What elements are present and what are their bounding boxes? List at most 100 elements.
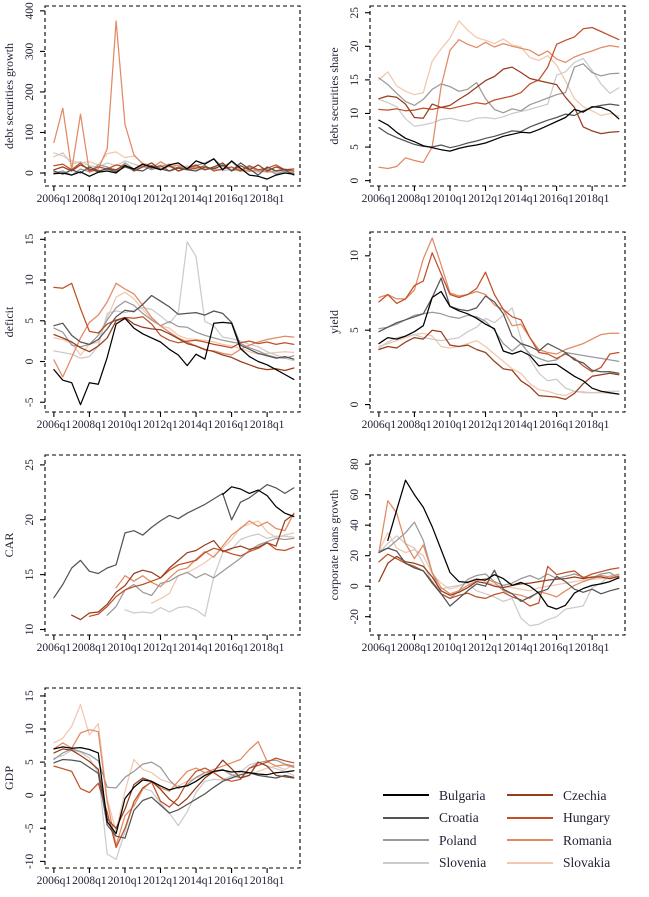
x-tick-label: 2006q1 (37, 875, 72, 887)
legend-line-swatch (507, 794, 553, 797)
x-tick-label: 2010q1 (108, 642, 143, 654)
series-line-czechia (71, 513, 295, 621)
y-tick-label: 300 (24, 43, 36, 61)
legend-item-hungary: Hungary (507, 811, 631, 825)
chart-svg-gdp: 2006q1 2008q1 2010q1 2012q1 2014q1 2016q1 2018… (2, 687, 301, 887)
x-tick-label: 2018q1 (575, 642, 610, 654)
plot-border (44, 5, 301, 187)
x-tick-label: 2018q1 (250, 419, 285, 431)
y-tick-label: 10 (349, 107, 361, 119)
series-line-slovenia (378, 57, 620, 127)
series-line-poland (378, 311, 620, 363)
chart-svg-debt-securities-growth: 2006q1 2008q1 2010q1 2012q1 2014q1 2016q1 2018… (2, 2, 301, 205)
legend-line-swatch (383, 794, 429, 797)
y-tick-label: 25 (24, 459, 36, 471)
y-tick-label: 40 (349, 519, 361, 531)
legend-label: Czechia (563, 787, 607, 803)
x-tick-label: 2012q1 (143, 642, 178, 654)
series-line-bulgaria (53, 746, 295, 835)
series-line-czechia (378, 66, 620, 135)
series-line-czechia (53, 748, 295, 829)
legend-item-poland: Poland (383, 833, 507, 848)
x-tick-label: 2016q1 (214, 875, 249, 887)
x-tick-label: 2012q1 (468, 193, 503, 205)
legend-grid: Bulgaria Croatia Poland Slovenia Czechia… (383, 784, 631, 874)
y-axis-label: CAR (2, 533, 16, 558)
legend-line-swatch (383, 816, 429, 819)
x-tick-label: 2014q1 (504, 419, 539, 431)
legend-line-swatch (383, 839, 429, 842)
series-line-slovenia (378, 535, 620, 627)
series-line-croatia (378, 103, 620, 149)
x-tick-label: 2006q1 (362, 193, 397, 205)
y-tick-label: 20 (24, 514, 36, 526)
series-line-slovenia (124, 533, 295, 617)
y-tick-label: 20 (349, 550, 361, 562)
legend-label: Bulgaria (439, 787, 486, 803)
legend-label: Romania (563, 832, 612, 848)
series-line-bulgaria (53, 158, 295, 180)
series-line-hungary (378, 26, 620, 112)
y-tick-label: 5 (24, 318, 36, 324)
x-tick-label: 2010q1 (433, 642, 468, 654)
x-tick-label: 2016q1 (539, 193, 574, 205)
series-line-slovakia (53, 291, 295, 356)
y-tick-label: 100 (24, 124, 36, 142)
y-tick-label: 15 (349, 74, 361, 86)
panel-debt-securities-growth: 2006q1 2008q1 2010q1 2012q1 2014q1 2016q1 2018… (0, 0, 325, 222)
y-tick-label: 400 (24, 2, 36, 20)
x-tick-label: 2008q1 (397, 419, 432, 431)
y-tick-label: 0 (349, 401, 361, 407)
legend-line-swatch (383, 861, 429, 864)
x-tick-label: 2008q1 (397, 642, 432, 654)
x-tick-label: 2018q1 (250, 193, 285, 205)
panel-car: 2006q1 2008q1 2010q1 2012q1 2014q1 2016q1 2018… (0, 445, 325, 668)
x-tick-label: 2010q1 (108, 193, 143, 205)
x-tick-label: 2008q1 (397, 193, 432, 205)
x-tick-label: 2016q1 (539, 419, 574, 431)
x-tick-label: 2014q1 (179, 875, 214, 887)
chart-svg-car: 2006q1 2008q1 2010q1 2012q1 2014q1 2016q1 2018… (2, 454, 301, 654)
x-tick-label: 2012q1 (468, 419, 503, 431)
legend-label: Slovakia (563, 855, 611, 870)
y-axis-label: deficit (2, 306, 16, 337)
x-tick-label: 2008q1 (72, 875, 107, 887)
y-axis-label: debt securities share (327, 47, 341, 144)
series-line-poland (53, 300, 295, 359)
y-axis-label: debt securities growth (2, 43, 16, 149)
x-tick-label: 2010q1 (433, 419, 468, 431)
y-tick-label: 5 (24, 759, 36, 765)
x-tick-label: 2018q1 (250, 875, 285, 887)
series-line-bulgaria (53, 317, 295, 406)
y-tick-label: 15 (24, 690, 36, 702)
plot-border (369, 231, 626, 413)
series-line-poland (106, 537, 295, 616)
legend-item-croatia: Croatia (383, 811, 507, 825)
x-tick-label: 2014q1 (504, 193, 539, 205)
series-line-czechia (53, 316, 295, 372)
y-tick-label: 15 (24, 233, 36, 245)
legend-item-bulgaria: Bulgaria (383, 787, 507, 803)
x-tick-label: 2016q1 (539, 642, 574, 654)
x-tick-label: 2012q1 (143, 875, 178, 887)
legend-label: Hungary (563, 810, 611, 825)
series-line-croatia (378, 277, 620, 374)
y-tick-label: 10 (24, 723, 36, 735)
series-line-romania (115, 512, 295, 589)
x-tick-label: 2012q1 (143, 193, 178, 205)
chart-svg-corporate-loans-growth: 2006q1 2008q1 2010q1 2012q1 2014q1 2016q1 2018… (327, 454, 626, 654)
y-tick-label: -5 (24, 823, 36, 833)
series-line-hungary (378, 553, 620, 607)
x-tick-label: 2006q1 (37, 193, 72, 205)
series-line-hungary (88, 542, 295, 617)
legend-item-romania: Romania (507, 832, 631, 848)
y-tick-label: 10 (349, 250, 361, 262)
series-line-romania (378, 38, 620, 170)
x-tick-label: 2006q1 (37, 642, 72, 654)
series-line-bulgaria (378, 106, 620, 152)
x-tick-label: 2008q1 (72, 419, 107, 431)
series-line-hungary (53, 282, 295, 349)
series-line-romania (53, 729, 295, 847)
panel-debt-securities-share: 2006q1 2008q1 2010q1 2012q1 2014q1 2016q1 2018… (325, 0, 649, 222)
